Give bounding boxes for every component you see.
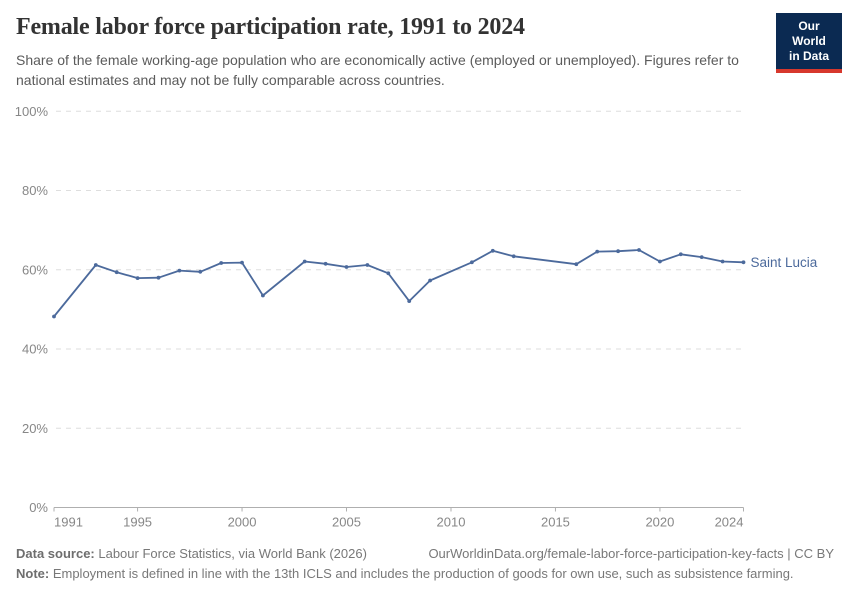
data-point-marker <box>135 276 140 280</box>
data-point-marker <box>114 270 119 275</box>
y-tick-label: 60% <box>22 262 48 277</box>
owid-logo-text: Our World in Data <box>776 13 842 69</box>
data-point-marker <box>219 261 224 265</box>
owid-logo-red-stripe <box>776 69 842 73</box>
y-tick-label: 80% <box>22 183 48 198</box>
chart-footer: Data source: Labour Force Statistics, vi… <box>16 544 834 584</box>
data-point-marker <box>156 275 161 280</box>
footer-row-source: Data source: Labour Force Statistics, vi… <box>16 544 834 564</box>
data-point-marker <box>261 293 265 298</box>
data-point-marker <box>302 259 307 264</box>
data-point-marker <box>365 263 370 267</box>
data-point-marker <box>177 268 182 273</box>
data-point-marker <box>386 271 391 276</box>
owid-url-link[interactable]: OurWorldinData.org/female-labor-force-pa… <box>428 545 834 561</box>
data-source-label: Data source: <box>16 545 95 561</box>
y-tick-label: 100% <box>15 104 49 119</box>
data-point-marker <box>741 260 746 265</box>
x-tick-label: 1991 <box>54 515 83 530</box>
x-tick-label: 1995 <box>123 515 152 530</box>
x-tick-label: 2015 <box>541 515 570 530</box>
data-point-marker <box>658 259 662 264</box>
x-tick-label: 2005 <box>332 515 361 530</box>
footer-row-note: Note: Employment is defined in line with… <box>16 564 834 584</box>
note-label: Note: <box>16 565 50 581</box>
note-value: Employment is defined in line with the 1… <box>49 565 794 581</box>
data-point-marker <box>511 254 516 259</box>
data-point-marker <box>407 299 412 303</box>
data-point-marker <box>93 263 98 267</box>
chart-title: Female labor force participation rate, 1… <box>16 14 525 40</box>
series-line-saint-lucia <box>53 249 745 318</box>
chart-subtitle: Share of the female working-age populati… <box>16 52 739 89</box>
data-point-marker <box>616 249 620 254</box>
chart-header: Female labor force participation rate, 1… <box>16 14 756 91</box>
y-tick-label: 40% <box>22 342 48 357</box>
data-point-marker <box>198 269 203 274</box>
x-tick-label: 2000 <box>228 515 257 530</box>
data-point-marker <box>240 260 244 265</box>
data-point-marker <box>344 265 349 269</box>
x-tick-label: 2020 <box>645 515 674 530</box>
data-point-marker <box>637 248 641 252</box>
data-point-marker <box>720 259 725 264</box>
data-point-marker <box>490 248 495 253</box>
y-tick-label: 0% <box>29 500 48 515</box>
owid-logo: Our World in Data <box>776 13 842 73</box>
owid-logo-line2: in Data <box>788 49 829 63</box>
x-tick-label: 2024 <box>715 515 744 530</box>
data-point-marker <box>323 261 328 266</box>
data-source-text: Data source: Labour Force Statistics, vi… <box>16 544 367 564</box>
data-point-marker <box>428 278 432 283</box>
data-point-marker <box>470 260 474 265</box>
data-point-marker <box>574 262 579 267</box>
data-point-marker <box>678 252 683 257</box>
data-point-marker <box>595 249 600 254</box>
data-point-marker <box>52 314 56 319</box>
data-source-value: Labour Force Statistics, via World Bank … <box>94 545 367 561</box>
x-tick-label: 2010 <box>437 515 466 530</box>
series-label: Saint Lucia <box>751 255 818 270</box>
y-tick-label: 20% <box>22 421 48 436</box>
owid-logo-line1: Our World <box>792 19 826 48</box>
data-point-marker <box>699 255 704 259</box>
